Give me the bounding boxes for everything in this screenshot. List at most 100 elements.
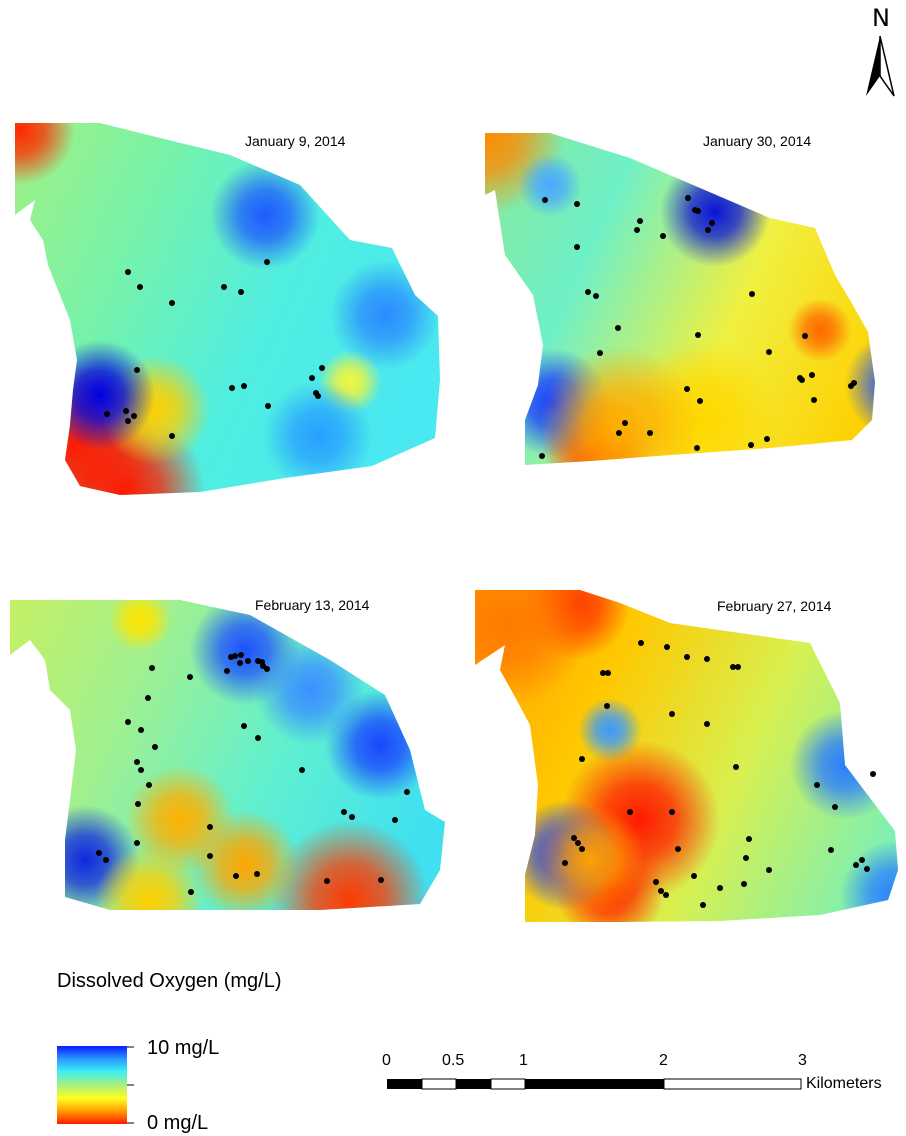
sample-point [809, 372, 815, 378]
sample-point [743, 855, 749, 861]
sample-point [319, 365, 325, 371]
sample-point [232, 653, 238, 659]
sample-point [622, 420, 628, 426]
sample-point [229, 385, 235, 391]
sample-point [669, 711, 675, 717]
do-contour-blob [210, 160, 320, 270]
sample-point [562, 860, 568, 866]
do-contour-blob [790, 710, 898, 820]
sample-point [265, 403, 271, 409]
sample-point [695, 208, 701, 214]
sample-point [315, 393, 321, 399]
scale-unit-label: Kilometers [806, 1075, 882, 1092]
sample-point [730, 664, 736, 670]
sample-point [660, 233, 666, 239]
sample-point [604, 703, 610, 709]
sample-point [259, 659, 265, 665]
sample-point [125, 719, 131, 725]
sample-point [309, 375, 315, 381]
north-arrow-letter: N [872, 4, 890, 32]
do-contour-blob [190, 810, 300, 910]
sample-point [134, 367, 140, 373]
sample-point [605, 670, 611, 676]
panel-title: February 13, 2014 [255, 597, 370, 613]
sample-point [146, 782, 152, 788]
sample-point [571, 835, 577, 841]
sample-point [814, 782, 820, 788]
sample-point [104, 411, 110, 417]
do-contour-blob [518, 153, 582, 217]
sample-point [341, 809, 347, 815]
sample-point [378, 877, 384, 883]
sample-point [254, 871, 260, 877]
sample-point [749, 291, 755, 297]
map-panel-jan-30: January 30, 2014 [470, 120, 906, 500]
scale-tick-label: 0.5 [442, 1052, 465, 1069]
sample-point [697, 398, 703, 404]
scale-bar-segments [387, 1078, 802, 1090]
sample-point [324, 878, 330, 884]
sample-point [802, 333, 808, 339]
sample-point [241, 383, 247, 389]
do-contour-blob [788, 298, 852, 362]
legend-title: Dissolved Oxygen (mg/L) [57, 970, 282, 992]
scale-tick-label: 3 [798, 1052, 807, 1069]
sample-point [741, 881, 747, 887]
sample-point [245, 658, 251, 664]
sample-point [685, 195, 691, 201]
do-contour-blob [540, 345, 700, 465]
legend-high-label: 10 mg/L [147, 1037, 220, 1059]
sample-point [187, 674, 193, 680]
sample-point [851, 380, 857, 386]
sample-point [733, 764, 739, 770]
sample-point [828, 847, 834, 853]
sample-point [125, 269, 131, 275]
sample-point [691, 873, 697, 879]
panel-title: January 30, 2014 [703, 133, 812, 149]
sample-point [138, 727, 144, 733]
interpolation-surface [15, 123, 440, 495]
sample-point [664, 644, 670, 650]
do-contour-blob [95, 845, 205, 910]
do-surface [15, 123, 440, 495]
do-surface [10, 600, 445, 910]
sample-point [264, 666, 270, 672]
sample-point [653, 879, 659, 885]
sample-point [705, 227, 711, 233]
do-contour-blob [578, 698, 642, 762]
sample-point [169, 433, 175, 439]
sample-point [634, 227, 640, 233]
sample-point [764, 436, 770, 442]
do-surface [475, 590, 898, 922]
sample-point [811, 397, 817, 403]
do-contour-blob [535, 805, 645, 915]
do-contour-blob [255, 635, 365, 745]
sample-point [224, 668, 230, 674]
map-panel-jan-9: January 9, 2014 [0, 120, 450, 500]
sample-point [684, 386, 690, 392]
do-contour-blob [263, 381, 373, 491]
sample-point [574, 244, 580, 250]
sample-point [704, 721, 710, 727]
sample-point [255, 735, 261, 741]
sample-point [96, 850, 102, 856]
sample-point [237, 660, 243, 666]
sample-point [859, 857, 865, 863]
sample-point [264, 259, 270, 265]
sample-point [103, 857, 109, 863]
do-contour-blob [475, 590, 590, 705]
sample-point [832, 804, 838, 810]
do-contour-blob [15, 123, 75, 185]
sample-point [579, 756, 585, 762]
sample-point [746, 836, 752, 842]
sample-point [663, 892, 669, 898]
sample-point [238, 652, 244, 658]
sample-point [600, 670, 606, 676]
legend-ticks [127, 1046, 134, 1124]
sample-point [748, 442, 754, 448]
scale-tick-label: 1 [519, 1052, 528, 1069]
do-contour-blob [45, 340, 155, 450]
sample-point [131, 413, 137, 419]
map-panel-feb-13: February 13, 2014 [0, 590, 450, 920]
sample-point [704, 656, 710, 662]
